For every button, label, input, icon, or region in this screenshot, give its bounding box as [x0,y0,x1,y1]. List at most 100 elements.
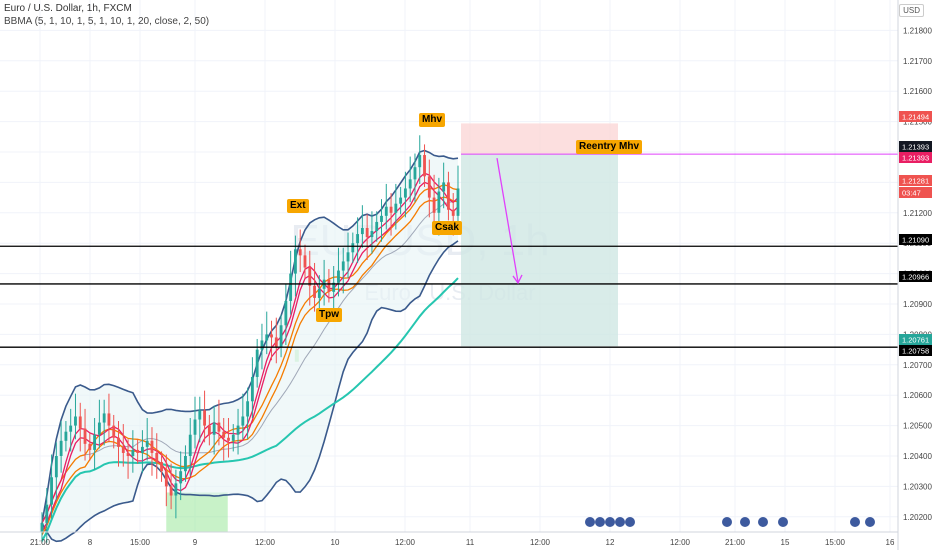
time-tick-label: 15:00 [825,538,846,547]
indicator-legend[interactable]: BBMA (5, 1, 10, 1, 5, 1, 10, 1, 20, clos… [4,16,210,27]
candle-body [418,155,422,168]
take-profit-zone [461,154,618,347]
price-tag-box [899,234,932,245]
time-tick-label: 15 [781,538,790,547]
candle-body [241,416,245,426]
economic-event-icon [865,517,875,527]
candle-body [394,203,398,213]
candle-body [236,425,240,435]
candle-body [59,440,63,456]
candle-body [83,428,87,444]
candle-body [456,188,460,216]
candle-body [231,434,235,441]
candle-body [413,167,417,180]
price-tag-label: 1.20761 [902,336,929,345]
price-tag-box [899,345,932,356]
price-tag-label: 1.20966 [902,273,929,282]
candle-body [298,249,302,256]
candle-body [179,471,183,484]
candle-body [64,431,68,441]
time-tick-label: 15:00 [130,538,151,547]
candle-body [279,325,283,347]
candle-body [265,334,269,341]
time-tick-label: 10 [331,538,340,547]
ema-50-line [41,277,459,542]
candle-body [346,252,350,262]
time-tick-label: 12:00 [255,538,276,547]
candle-body [97,422,101,435]
candle-body [54,456,58,478]
candle-body [136,449,140,453]
candle-body [160,462,163,472]
candle-body [145,440,149,447]
time-tick-label: 9 [193,538,198,547]
candle-body [207,425,211,435]
candle-body [117,437,120,447]
candle-body [384,206,388,216]
price-tag-box [899,141,932,152]
price-tag-box [899,152,932,163]
candle-body [140,446,144,453]
candle-body [408,179,412,189]
candle-body [437,191,441,213]
candle-body [40,522,44,532]
time-tick-label: 8 [88,538,93,547]
price-tick-label: 1.21200 [903,209,932,218]
time-tick-label: 21:00 [725,538,746,547]
time-tick-label: 12 [606,538,615,547]
price-tag-box [899,175,932,186]
candle-body [260,340,264,350]
price-tick-label: 1.21700 [903,57,932,66]
price-tick-label: 1.20200 [903,513,932,522]
price-tag-box [899,334,932,345]
price-tick-label: 1.20500 [903,422,932,431]
price-tag-label: 1.21090 [902,236,929,245]
candle-body [303,255,307,268]
candle-body [217,422,221,432]
price-tick-label: 1.21500 [903,118,932,127]
candle-body [93,434,97,450]
projection-arrow [496,158,519,283]
time-tick-label: 12:00 [530,538,551,547]
candle-body [356,234,360,244]
candle-body [250,376,254,402]
candle-body [150,440,154,453]
price-tag-label: 1.21393 [902,143,929,152]
label-ext: Ext [287,199,309,213]
price-tick-label: 1.21600 [903,87,932,96]
candle-body [164,471,168,487]
candle-body [212,422,216,435]
candle-body [451,209,455,216]
economic-event-icon [778,517,788,527]
candle-body [308,267,312,286]
candle-body [375,221,379,232]
candle-body [184,456,187,472]
currency-badge[interactable]: USD [899,4,924,17]
price-tag-label: 1.20758 [902,347,929,356]
candle-body [365,228,369,238]
price-tag-label: 1.21393 [902,154,929,163]
candle-body [78,416,82,429]
candle-body [102,413,106,423]
demand-zone-0 [166,492,228,532]
candle-body [193,419,197,435]
ma-10-low [41,196,459,536]
candle-body [227,437,230,441]
economic-event-icon [740,517,750,527]
candle-body [131,449,135,456]
candle-body [246,401,250,417]
candle-body [107,413,111,426]
candle-body [112,425,116,438]
price-tag-box [899,111,932,122]
price-tick-label: 1.20600 [903,391,932,400]
price-tick-label: 1.20700 [903,361,932,370]
candle-body [274,337,278,347]
economic-event-icon [605,517,615,527]
time-tick-label: 12:00 [670,538,691,547]
candle-body [174,483,178,496]
label-csak: Csak [432,221,462,235]
label-mhv: Mhv [419,113,445,127]
projection-arrowhead [512,274,523,285]
economic-event-icon [595,517,605,527]
